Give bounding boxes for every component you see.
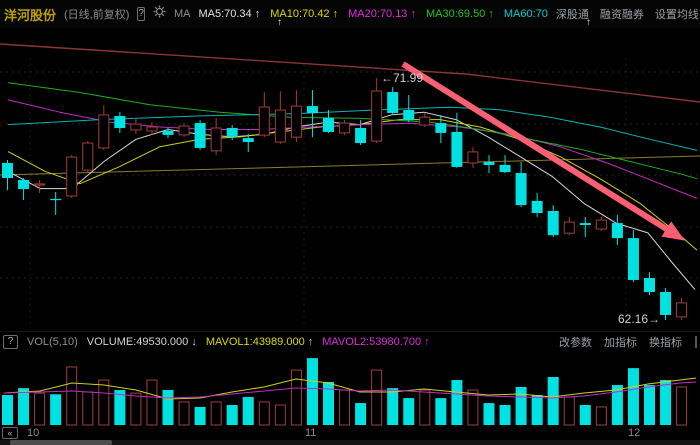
- ma-legend-item-3: MA30:69.50 ↑: [425, 8, 494, 20]
- main-candlestick-chart[interactable]: ←71.99 62.16→: [0, 28, 700, 330]
- mavol2-value: MAVOL2:53980.700 ↑: [322, 335, 430, 348]
- stock-title: 洋河股份: [4, 7, 57, 23]
- event-marker-up-icon: ↑: [586, 17, 591, 28]
- top-menu-item-2[interactable]: 设置均线: [654, 9, 699, 21]
- volume-indicator-label: VOL(5,10): [27, 335, 78, 348]
- volume-chart[interactable]: [0, 352, 700, 426]
- x-axis-label-12: 12: [628, 427, 641, 439]
- volume-actions: 改参数 加指标 换指标: [559, 334, 686, 350]
- top-menu: 深股通 融资融券 设置均线: [556, 6, 699, 22]
- ma-legend: MA5:70.34 ↑ MA10:70.42 ↑ MA20:70.13 ↑ MA30:…: [198, 8, 547, 20]
- x-axis-label-11: 11: [305, 427, 317, 439]
- chart-type-label: (日线,前复权): [64, 9, 130, 21]
- volume-header: ? VOL(5,10) VOLUME:49530.000 ↓ MAVOL1:43…: [0, 331, 700, 351]
- volume-value: VOLUME:49530.000 ↓: [86, 335, 197, 348]
- event-marker-up-icon: ↑: [277, 17, 282, 28]
- price-annotation-0: ←71.99: [381, 71, 423, 85]
- scrollbar-track[interactable]: [0, 440, 700, 445]
- top-bar: 洋河股份 (日线,前复权) ? MA MA5:70.34 ↑ MA10:70.42…: [0, 0, 700, 28]
- scrollbar-thumb[interactable]: [10, 440, 112, 445]
- ma-legend-item-0: MA5:70.34 ↑: [198, 8, 261, 20]
- settings-gear-icon[interactable]: [153, 5, 166, 23]
- vol-action-0[interactable]: 改参数: [559, 336, 592, 349]
- top-menu-item-0[interactable]: 深股通: [555, 9, 589, 21]
- vol-action-2[interactable]: 换指标: [649, 336, 682, 349]
- ma-legend-item-2: MA20:70.13 ↑: [348, 8, 416, 20]
- ma-legend-item-1: MA10:70.42 ↑: [270, 8, 339, 20]
- help-button[interactable]: ?: [137, 7, 145, 21]
- mavol1-value: MAVOL1:43989.000 ↑: [205, 335, 314, 348]
- price-annotation-1: 62.16→: [618, 312, 660, 326]
- ma-legend-item-4: MA60:70: [503, 8, 548, 20]
- x-axis-label-10: 10: [27, 427, 40, 439]
- top-menu-item-1[interactable]: 融资融券: [599, 9, 644, 21]
- ma-indicator-label: MA: [173, 8, 191, 20]
- divider: [695, 335, 697, 348]
- collapse-button[interactable]: «: [2, 427, 18, 439]
- vol-action-1[interactable]: 加指标: [604, 336, 637, 349]
- volume-help-button[interactable]: ?: [3, 334, 18, 349]
- x-axis: « 10 11 12: [0, 426, 700, 440]
